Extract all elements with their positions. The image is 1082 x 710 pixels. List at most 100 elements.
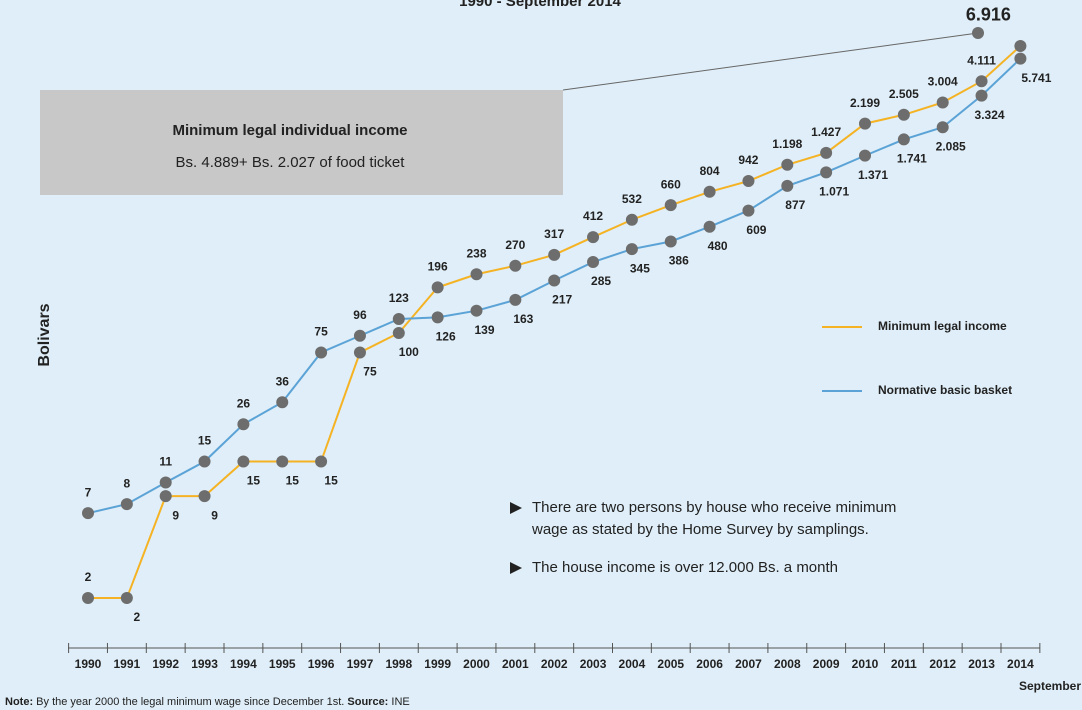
data-point [781, 179, 794, 192]
value-label: 270 [505, 238, 525, 252]
x-tick-label: 2010 [852, 657, 879, 671]
data-point [859, 117, 871, 130]
data-point [897, 108, 910, 121]
data-point [859, 149, 871, 162]
value-label: 317 [544, 227, 564, 241]
data-point [392, 327, 405, 339]
bullet [510, 502, 522, 514]
x-sublabel: September [1019, 679, 1081, 693]
note-line: The house income is over 12.000 Bs. a mo… [532, 559, 838, 576]
note-line: wage as stated by the Home Survey by sam… [531, 521, 869, 538]
x-tick-label: 1990 [75, 657, 102, 671]
value-label: 1.427 [811, 125, 841, 139]
value-label: 5.741 [1021, 71, 1051, 85]
data-point [975, 89, 988, 102]
value-label: 804 [700, 164, 720, 178]
x-tick-label: 2000 [463, 657, 490, 671]
data-point [1014, 52, 1027, 65]
data-point [509, 259, 522, 272]
data-point [820, 146, 833, 159]
data-point [975, 75, 988, 88]
x-tick-label: 2006 [696, 657, 723, 671]
data-point [703, 220, 716, 233]
value-label: 238 [466, 246, 486, 260]
value-label: 36 [276, 374, 290, 388]
callout-text: Bs. 4.889+ Bs. 2.027 of food ticket [176, 154, 406, 171]
data-point [82, 592, 94, 605]
value-label: 1.371 [858, 168, 888, 182]
data-point [120, 498, 133, 511]
value-label: 26 [237, 396, 251, 410]
value-label: 11 [159, 455, 172, 469]
data-point [353, 346, 366, 359]
data-point [315, 455, 328, 468]
value-label: 126 [436, 330, 456, 344]
value-label: 15 [324, 474, 338, 488]
x-tick-label: 2014 [1007, 657, 1034, 671]
data-point [159, 490, 172, 503]
data-point [470, 268, 483, 281]
x-tick-label: 2012 [929, 657, 956, 671]
data-point [198, 490, 211, 503]
value-label: 2.505 [889, 87, 919, 101]
data-point [237, 418, 250, 431]
value-label: 139 [474, 323, 494, 337]
bullet [510, 562, 522, 574]
data-point [664, 199, 677, 212]
x-tick-label: 2002 [541, 657, 568, 671]
x-tick-label: 1994 [230, 657, 257, 671]
value-label: 345 [630, 261, 650, 275]
value-label: 480 [708, 239, 728, 253]
x-tick-label: 2013 [968, 657, 995, 671]
value-label: 15 [286, 474, 300, 488]
callout-box [40, 90, 563, 195]
data-point [625, 213, 638, 226]
value-label: 123 [389, 291, 409, 305]
callout-dot [972, 27, 984, 39]
legend-label: Minimum legal income [878, 319, 1007, 333]
value-label: 75 [363, 365, 377, 379]
data-point [237, 455, 250, 468]
value-label: 217 [552, 293, 572, 307]
data-point [392, 312, 405, 325]
data-point [431, 281, 444, 294]
value-label: 15 [247, 474, 261, 488]
x-tick-label: 2011 [891, 657, 917, 671]
value-label: 3.324 [975, 108, 1005, 122]
data-point [548, 274, 561, 287]
value-label: 3.004 [928, 75, 958, 89]
value-label: 100 [399, 345, 419, 359]
data-point [470, 304, 483, 317]
callout-line [562, 32, 979, 91]
x-tick-label: 2003 [580, 657, 607, 671]
data-point [159, 476, 172, 489]
x-tick-label: 1997 [347, 657, 374, 671]
value-label: 2 [134, 610, 141, 624]
data-point [664, 235, 677, 248]
x-tick-label: 2007 [735, 657, 762, 671]
data-point [509, 293, 522, 306]
data-point [198, 455, 211, 468]
y-axis-label: Bolivars [36, 303, 53, 366]
value-label: 1.071 [819, 185, 849, 199]
value-label: 9 [211, 508, 218, 522]
legend-label: Normative basic basket [878, 383, 1012, 397]
data-point [703, 185, 716, 198]
value-label: 163 [513, 312, 533, 326]
data-point [897, 133, 910, 146]
value-label: 9 [172, 508, 179, 522]
value-label: 196 [428, 260, 448, 274]
footer: Note: By the year 2000 the legal minimum… [5, 696, 410, 708]
x-tick-label: 2005 [657, 657, 684, 671]
x-tick-label: 1995 [269, 657, 296, 671]
data-point [625, 243, 638, 256]
value-label: 942 [738, 153, 758, 167]
value-label: 386 [669, 254, 689, 268]
value-label: 2.199 [850, 96, 880, 110]
value-label: 609 [746, 223, 766, 237]
value-label: 532 [622, 192, 642, 206]
value-label: 15 [198, 434, 212, 448]
data-point [936, 121, 949, 134]
data-point [820, 166, 833, 179]
